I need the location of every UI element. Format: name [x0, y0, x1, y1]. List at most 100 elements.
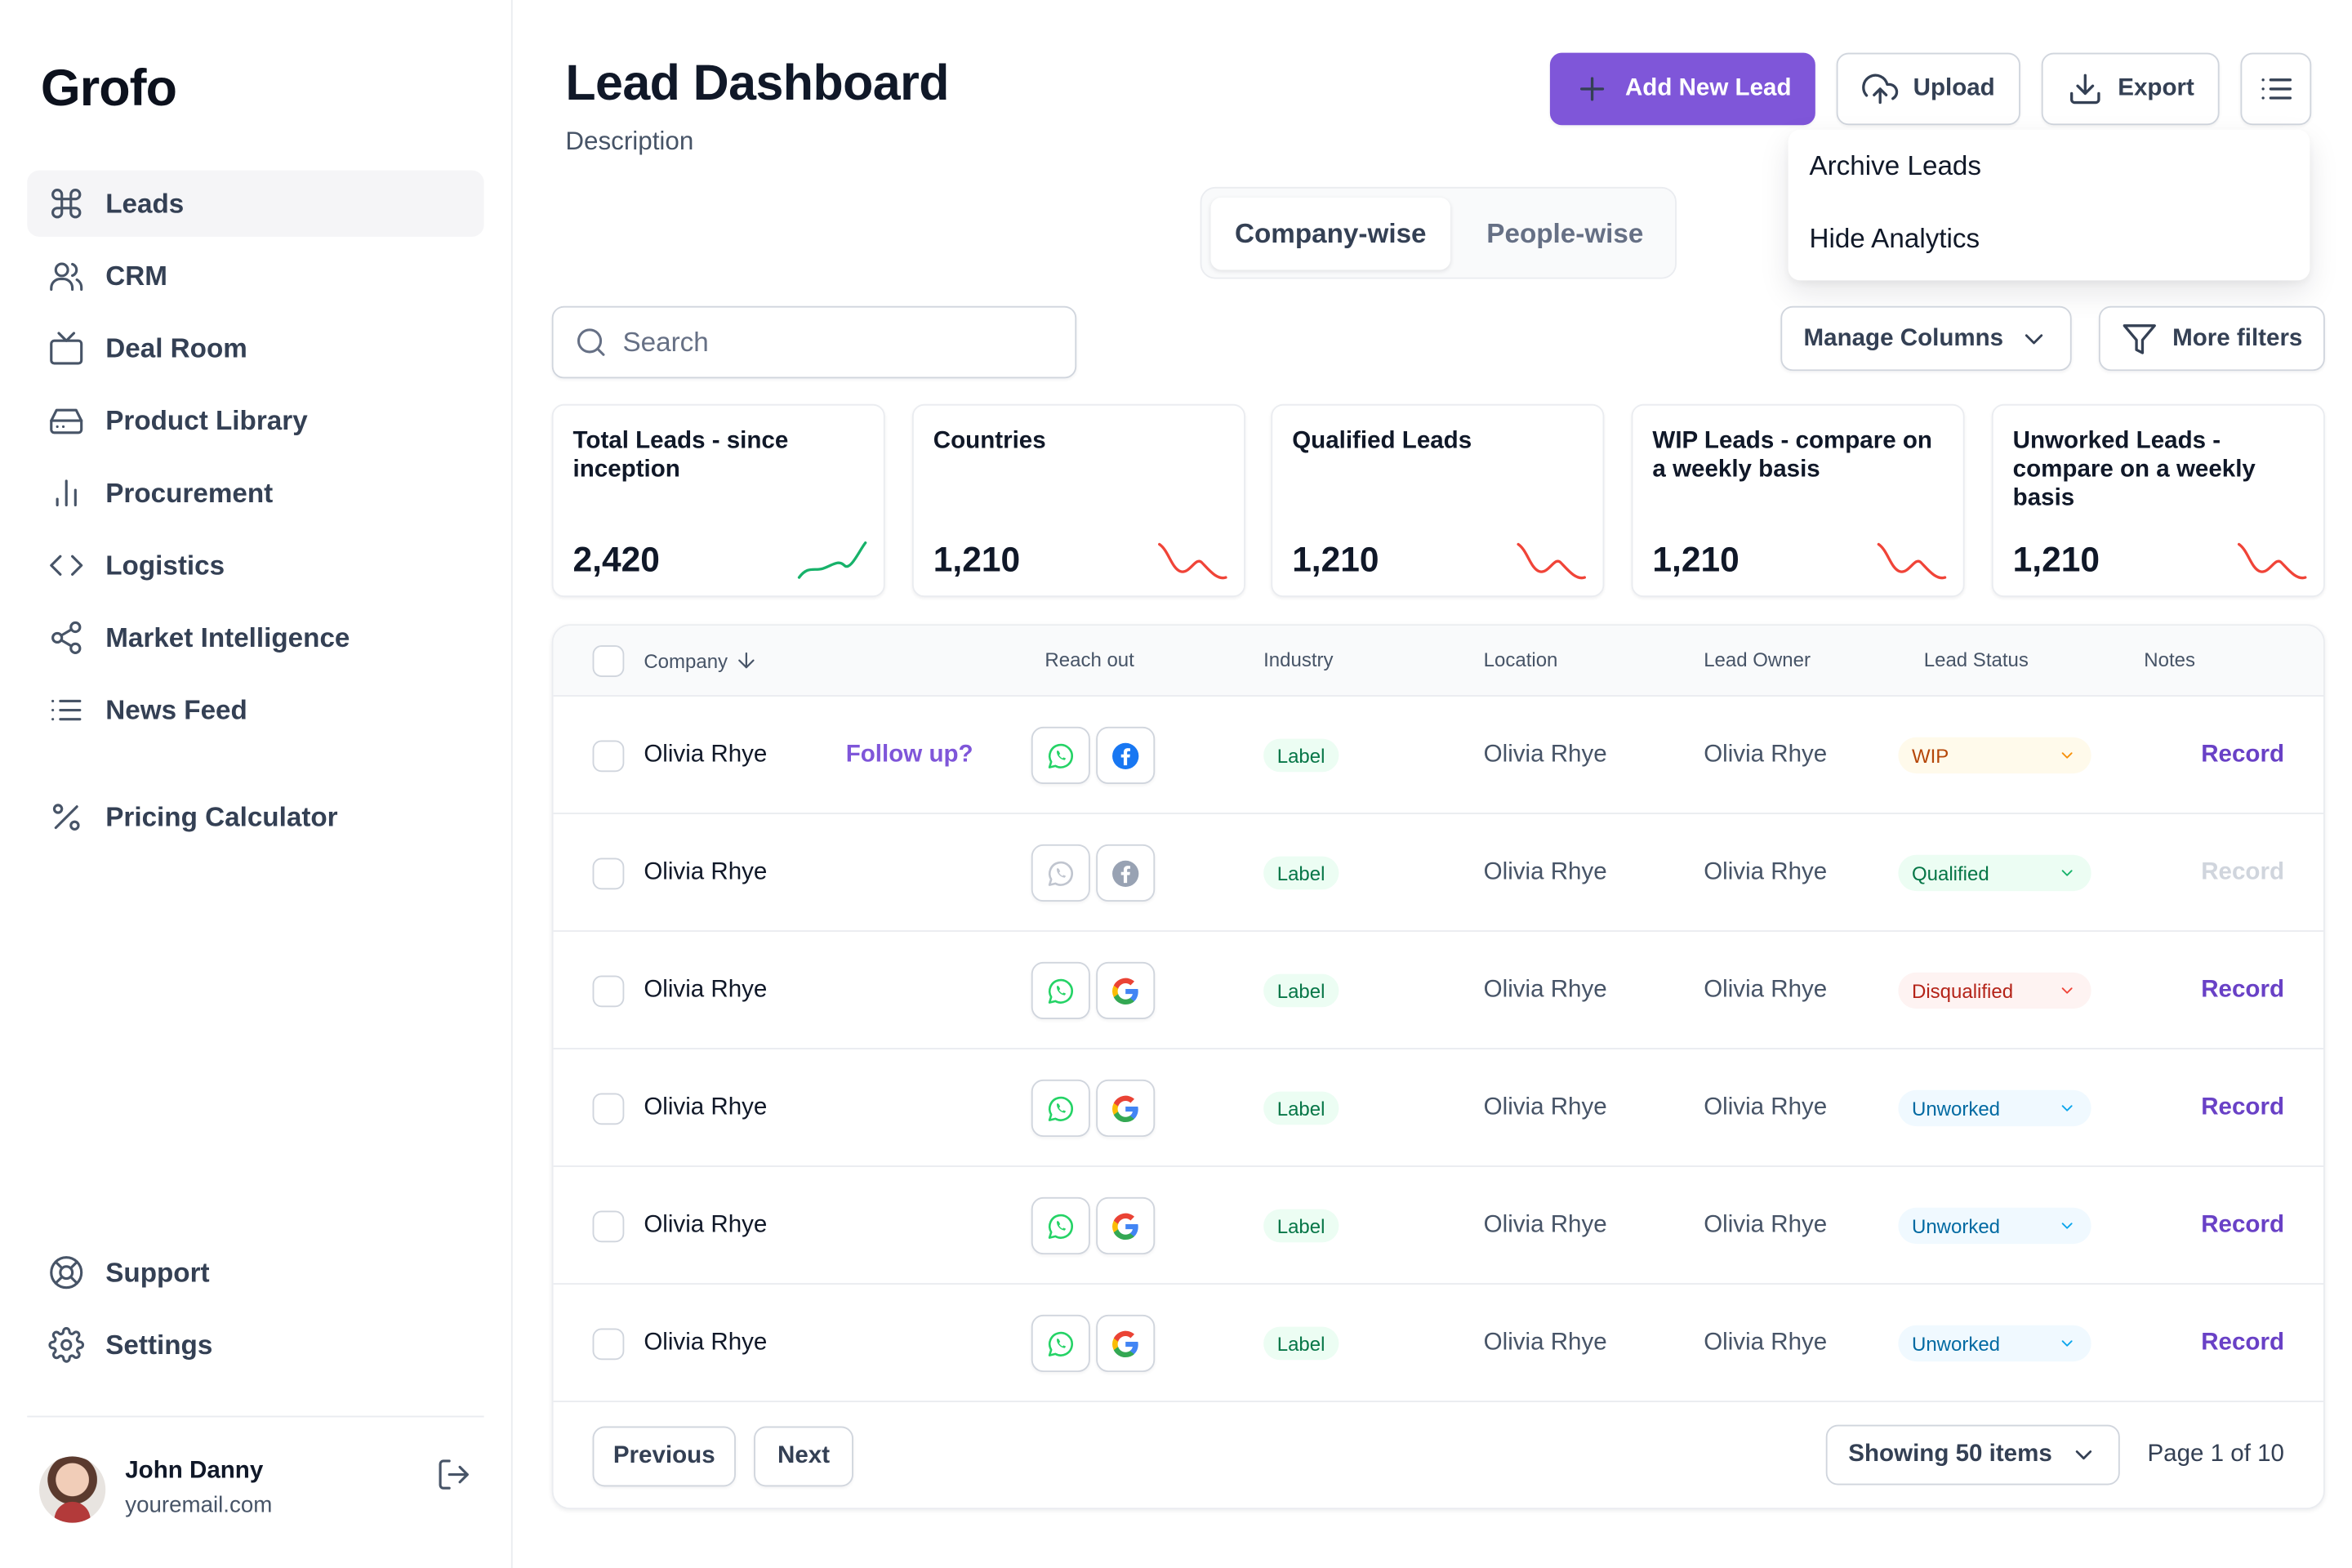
sidebar-item-product-library[interactable]: Product Library [27, 387, 483, 453]
column-header-company[interactable]: Company [644, 648, 758, 673]
manage-columns-button[interactable]: Manage Columns [1780, 305, 2072, 372]
sidebar-item-procurement[interactable]: Procurement [27, 460, 483, 526]
lead-status-value: Unworked [1911, 1332, 2001, 1355]
sidebar-item-label: Support [105, 1256, 210, 1287]
record-link[interactable]: Record [2201, 1330, 2284, 1356]
more-filters-button[interactable]: More filters [2098, 305, 2325, 372]
life-buoy-icon [48, 1254, 84, 1290]
more-filters-label: More filters [2172, 324, 2303, 351]
table-header: Company Reach out Industry Location Lead… [553, 626, 2323, 697]
sidebar-item-leads[interactable]: Leads [27, 170, 484, 237]
sidebar-divider [27, 1415, 484, 1418]
export-button[interactable]: Export [2041, 52, 2220, 126]
whatsapp-button[interactable] [1031, 961, 1090, 1020]
filter-icon [2121, 320, 2157, 356]
sidebar: Grofo Leads CRM Deal Room Product Librar… [0, 0, 513, 1568]
sidebar-item-news-feed[interactable]: News Feed [27, 677, 483, 743]
row-checkbox[interactable] [592, 1328, 625, 1361]
google-button[interactable] [1096, 961, 1156, 1020]
export-label: Export [2118, 75, 2194, 101]
previous-button[interactable]: Previous [592, 1426, 736, 1487]
sidebar-item-pricing-calculator[interactable]: Pricing Calculator [27, 784, 483, 850]
row-checkbox[interactable] [592, 975, 625, 1008]
code-icon [48, 547, 84, 583]
next-button[interactable]: Next [754, 1426, 853, 1487]
industry-label-badge: Label [1263, 1209, 1339, 1243]
stat-card-value: 1,210 [933, 539, 1021, 579]
lead-owner: Olivia Rhye [1704, 742, 1828, 768]
sidebar-item-crm[interactable]: CRM [27, 243, 483, 309]
menu-item-hide-analytics[interactable]: Hide Analytics [1809, 223, 1980, 254]
bar-chart-icon [48, 475, 84, 511]
location: Olivia Rhye [1483, 1094, 1607, 1120]
sidebar-item-label: Logistics [105, 549, 225, 580]
industry-label-badge: Label [1263, 1326, 1339, 1361]
lead-status-select[interactable]: Disqualified [1898, 972, 2091, 1009]
sidebar-item-market-intelligence[interactable]: Market Intelligence [27, 604, 483, 670]
facebook-button[interactable] [1096, 726, 1156, 785]
lead-status-select[interactable]: WIP [1898, 737, 2091, 774]
sidebar-item-settings[interactable]: Settings [27, 1312, 483, 1378]
sidebar-item-label: Product Library [105, 404, 308, 435]
google-button[interactable] [1096, 1196, 1156, 1255]
add-new-lead-button[interactable]: Add New Lead [1549, 52, 1815, 126]
sidebar-item-support[interactable]: Support [27, 1240, 483, 1306]
follow-up-link[interactable]: Follow up? [845, 742, 973, 768]
app-logo: Grofo [40, 60, 177, 118]
whatsapp-icon [1048, 1095, 1073, 1120]
facebook-button[interactable] [1096, 844, 1156, 902]
google-button[interactable] [1096, 1314, 1156, 1373]
whatsapp-button[interactable] [1031, 1314, 1090, 1373]
settings-icon [48, 1326, 85, 1363]
chevron-down-icon [2061, 870, 2073, 876]
trend-up-sparkline [797, 541, 867, 579]
upload-button[interactable]: Upload [1836, 52, 2020, 126]
sidebar-item-deal-room[interactable]: Deal Room [27, 315, 483, 381]
row-checkbox[interactable] [592, 1093, 625, 1125]
whatsapp-button[interactable] [1031, 1196, 1090, 1255]
record-link[interactable]: Record [2201, 977, 2284, 1003]
sidebar-item-logistics[interactable]: Logistics [27, 532, 483, 599]
search-input[interactable] [622, 326, 1060, 359]
lead-status-select[interactable]: Qualified [1898, 854, 2091, 892]
lead-status-select[interactable]: Unworked [1898, 1089, 2091, 1127]
record-link[interactable]: Record [2201, 1212, 2284, 1238]
lead-status-select[interactable]: Unworked [1898, 1325, 2091, 1362]
tab-company-wise[interactable]: Company-wise [1210, 197, 1451, 270]
select-all-checkbox[interactable] [592, 645, 625, 677]
lead-status-select[interactable]: Unworked [1898, 1207, 2091, 1245]
trend-down-sparkline [1158, 542, 1227, 580]
whatsapp-button[interactable] [1031, 1079, 1090, 1138]
search-box [551, 305, 1077, 379]
menu-button[interactable] [2240, 52, 2312, 126]
hard-drive-icon [48, 403, 84, 439]
menu-item-archive-leads[interactable]: Archive Leads [1809, 150, 1982, 181]
whatsapp-icon [1048, 1330, 1073, 1356]
stat-card-value: 1,210 [1652, 539, 1740, 579]
row-checkbox[interactable] [592, 740, 625, 773]
upload-label: Upload [1913, 75, 1995, 101]
google-button[interactable] [1096, 1079, 1156, 1138]
stat-card-qualified-leads: Qualified Leads 1,210 [1271, 403, 1605, 598]
company-name: Olivia Rhye [644, 742, 768, 768]
page-size-select[interactable]: Showing 50 items [1825, 1424, 2120, 1486]
sidebar-item-label: Deal Room [105, 332, 247, 363]
download-icon [2067, 71, 2103, 107]
industry-label-badge: Label [1263, 738, 1339, 773]
record-link[interactable]: Record [2201, 859, 2284, 885]
stat-card-value: 2,420 [572, 539, 660, 579]
page-description: Description [565, 127, 694, 156]
company-name: Olivia Rhye [644, 977, 768, 1003]
stat-card-unworked-leads: Unworked Leads - compare on a weekly bas… [1991, 403, 2325, 598]
row-checkbox[interactable] [592, 858, 625, 890]
record-link[interactable]: Record [2201, 1094, 2284, 1120]
record-link[interactable]: Record [2201, 742, 2284, 768]
row-checkbox[interactable] [592, 1210, 625, 1243]
logout-icon[interactable] [436, 1456, 472, 1492]
tab-people-wise[interactable]: People-wise [1486, 217, 1644, 248]
whatsapp-button[interactable] [1031, 726, 1090, 785]
whatsapp-icon [1048, 1213, 1073, 1238]
lead-status-value: Unworked [1911, 1214, 2001, 1237]
manage-columns-label: Manage Columns [1803, 324, 2004, 351]
whatsapp-button[interactable] [1031, 844, 1090, 902]
